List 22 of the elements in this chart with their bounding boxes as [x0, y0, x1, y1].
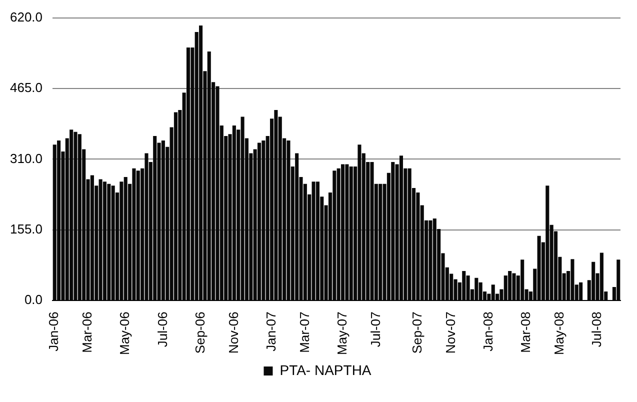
- x-tick-label: Mar-06: [80, 312, 95, 353]
- x-tick-label: Jan-08: [480, 312, 496, 352]
- x-tick-label: Mar-08: [518, 312, 534, 353]
- x-tick-label: Jan-06: [46, 312, 62, 352]
- x-tick-label: May-07: [334, 312, 350, 356]
- y-tick-label: 465.0: [10, 80, 43, 96]
- x-tick-label: Sep-06: [192, 312, 208, 354]
- x-tick-label: Nov-06: [226, 312, 241, 354]
- x-tick-label: May-06: [117, 312, 132, 356]
- y-tick-label: 155.0: [10, 222, 43, 237]
- x-tick-label: May-08: [552, 312, 567, 356]
- x-tick-label: Jul-07: [368, 312, 383, 348]
- y-tick-label: 310.0: [10, 150, 43, 166]
- x-tick-label: Jan-07: [263, 312, 278, 352]
- y-tick-label: 620.0: [10, 9, 43, 24]
- y-tick-label: 0.0: [24, 292, 43, 308]
- legend-label: PTA- NAPTHA: [280, 362, 372, 378]
- x-tick-label: Jul-08: [589, 312, 604, 348]
- x-tick-label: Jul-06: [154, 312, 170, 348]
- x-tick-label: Nov-07: [442, 312, 458, 354]
- x-tick-label: Sep-07: [410, 312, 425, 354]
- x-tick-label: Mar-07: [296, 312, 312, 353]
